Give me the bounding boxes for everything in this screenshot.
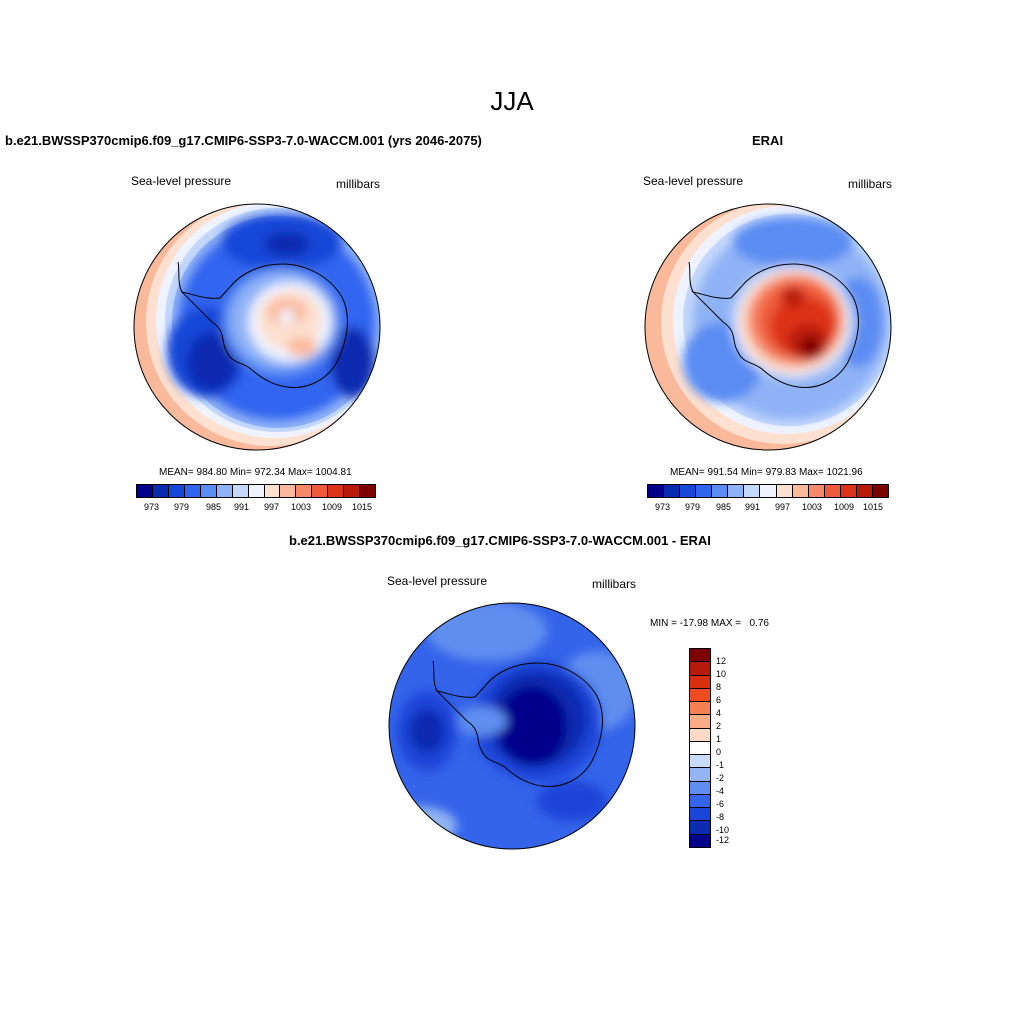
panel3-minmax: MIN = -17.98 MAX = 0.76: [650, 618, 769, 629]
p2-tick: 973: [655, 502, 671, 512]
p1-tick: 997: [264, 502, 280, 512]
p2-swatch: [664, 485, 681, 497]
p2-tick: 997: [775, 502, 791, 512]
p3-tick: -2: [716, 773, 725, 783]
p2-tick: 1009: [834, 502, 855, 512]
p3-swatch: [690, 834, 710, 847]
main-title: JJA: [490, 86, 534, 116]
p1-swatch: [312, 485, 329, 497]
p3-swatch: [690, 688, 710, 703]
p3-tick: 10: [716, 669, 727, 679]
p2-swatch: [728, 485, 745, 497]
p3-tick: -12: [716, 835, 730, 845]
p1-tick: 1003: [291, 502, 312, 512]
p2-swatch: [824, 485, 841, 497]
p1-swatch: [137, 485, 153, 497]
p3-tick: -10: [716, 825, 730, 835]
p1-swatch: [248, 485, 265, 497]
p3-tick: -8: [716, 812, 725, 822]
p1-swatch: [152, 485, 169, 497]
p2-swatch: [856, 485, 873, 497]
p3-swatch: [690, 649, 710, 663]
p1-swatch: [232, 485, 249, 497]
p3-tick: 12: [716, 656, 727, 666]
p2-tick: 991: [745, 502, 761, 512]
panel1-polar-map: [133, 203, 381, 451]
p2-swatch: [776, 485, 793, 497]
p2-swatch: [808, 485, 825, 497]
panel1-title: b.e21.BWSSP370cmip6.f09_g17.CMIP6-SSP3-7…: [5, 133, 482, 148]
panel3-units-label: millibars: [592, 577, 637, 591]
p2-tick: 979: [685, 502, 701, 512]
p2-swatch: [872, 485, 888, 497]
p3-swatch: [690, 715, 710, 729]
p2-swatch: [840, 485, 857, 497]
p1-swatch: [264, 485, 281, 497]
p3-tick: -1: [716, 760, 725, 770]
panel3-polar-map: [388, 602, 636, 850]
p2-swatch: [792, 485, 809, 497]
p2-swatch: [680, 485, 697, 497]
p1-tick: 991: [234, 502, 250, 512]
panel3-colorbar: [689, 648, 711, 848]
p1-swatch: [280, 485, 297, 497]
p3-tick: 8: [716, 682, 722, 692]
p2-swatch: [648, 485, 665, 497]
p1-swatch: [296, 485, 313, 497]
p1-tick: 1009: [322, 502, 343, 512]
p1-swatch: [216, 485, 233, 497]
p3-tick: 4: [716, 708, 722, 718]
p2-swatch: [744, 485, 761, 497]
panel2-polar-map: [644, 203, 892, 451]
p3-swatch: [690, 675, 710, 689]
p3-swatch: [690, 728, 710, 742]
p3-tick: 1: [716, 734, 722, 744]
panel2-title: ERAI: [752, 133, 784, 148]
p3-tick: 0: [716, 747, 722, 757]
p1-tick: 979: [174, 502, 190, 512]
p1-tick: 973: [144, 502, 160, 512]
panel3-title: b.e21.BWSSP370cmip6.f09_g17.CMIP6-SSP3-7…: [289, 533, 711, 548]
p3-swatch: [690, 768, 710, 782]
p1-swatch: [328, 485, 345, 497]
p2-swatch: [760, 485, 777, 497]
p3-swatch: [690, 821, 710, 835]
panel2-units-label: millibars: [848, 177, 893, 191]
p1-swatch: [344, 485, 361, 497]
p3-swatch: [690, 808, 710, 822]
p3-swatch: [690, 755, 710, 769]
p3-tick: -4: [716, 786, 725, 796]
panel2-colorbar: [647, 484, 889, 498]
panel2-stats: MEAN= 991.54 Min= 979.83 Max= 1021.96: [670, 467, 863, 478]
p2-tick: 1015: [863, 502, 884, 512]
p3-tick: 2: [716, 721, 722, 731]
panel2-variable-label: Sea-level pressure: [643, 174, 744, 188]
p1-swatch: [200, 485, 217, 497]
p3-tick: -6: [716, 799, 725, 809]
p3-tick: 6: [716, 695, 722, 705]
p2-swatch: [696, 485, 713, 497]
panel1-units-label: millibars: [336, 177, 381, 191]
p1-swatch: [168, 485, 185, 497]
panel3-variable-label: Sea-level pressure: [387, 574, 488, 588]
p3-swatch: [690, 662, 710, 676]
p3-swatch: [690, 741, 710, 756]
panel1-variable-label: Sea-level pressure: [131, 174, 232, 188]
p2-tick: 985: [716, 502, 732, 512]
p1-swatch: [184, 485, 201, 497]
p3-swatch: [690, 702, 710, 716]
panel1-stats: MEAN= 984.80 Min= 972.34 Max= 1004.81: [159, 467, 352, 478]
panel1-colorbar: [136, 484, 376, 498]
p1-tick: 985: [206, 502, 222, 512]
p3-swatch: [690, 781, 710, 795]
p2-tick: 1003: [802, 502, 823, 512]
p1-tick: 1015: [352, 502, 373, 512]
p2-swatch: [712, 485, 729, 497]
p1-swatch: [360, 485, 376, 497]
p3-swatch: [690, 794, 710, 809]
